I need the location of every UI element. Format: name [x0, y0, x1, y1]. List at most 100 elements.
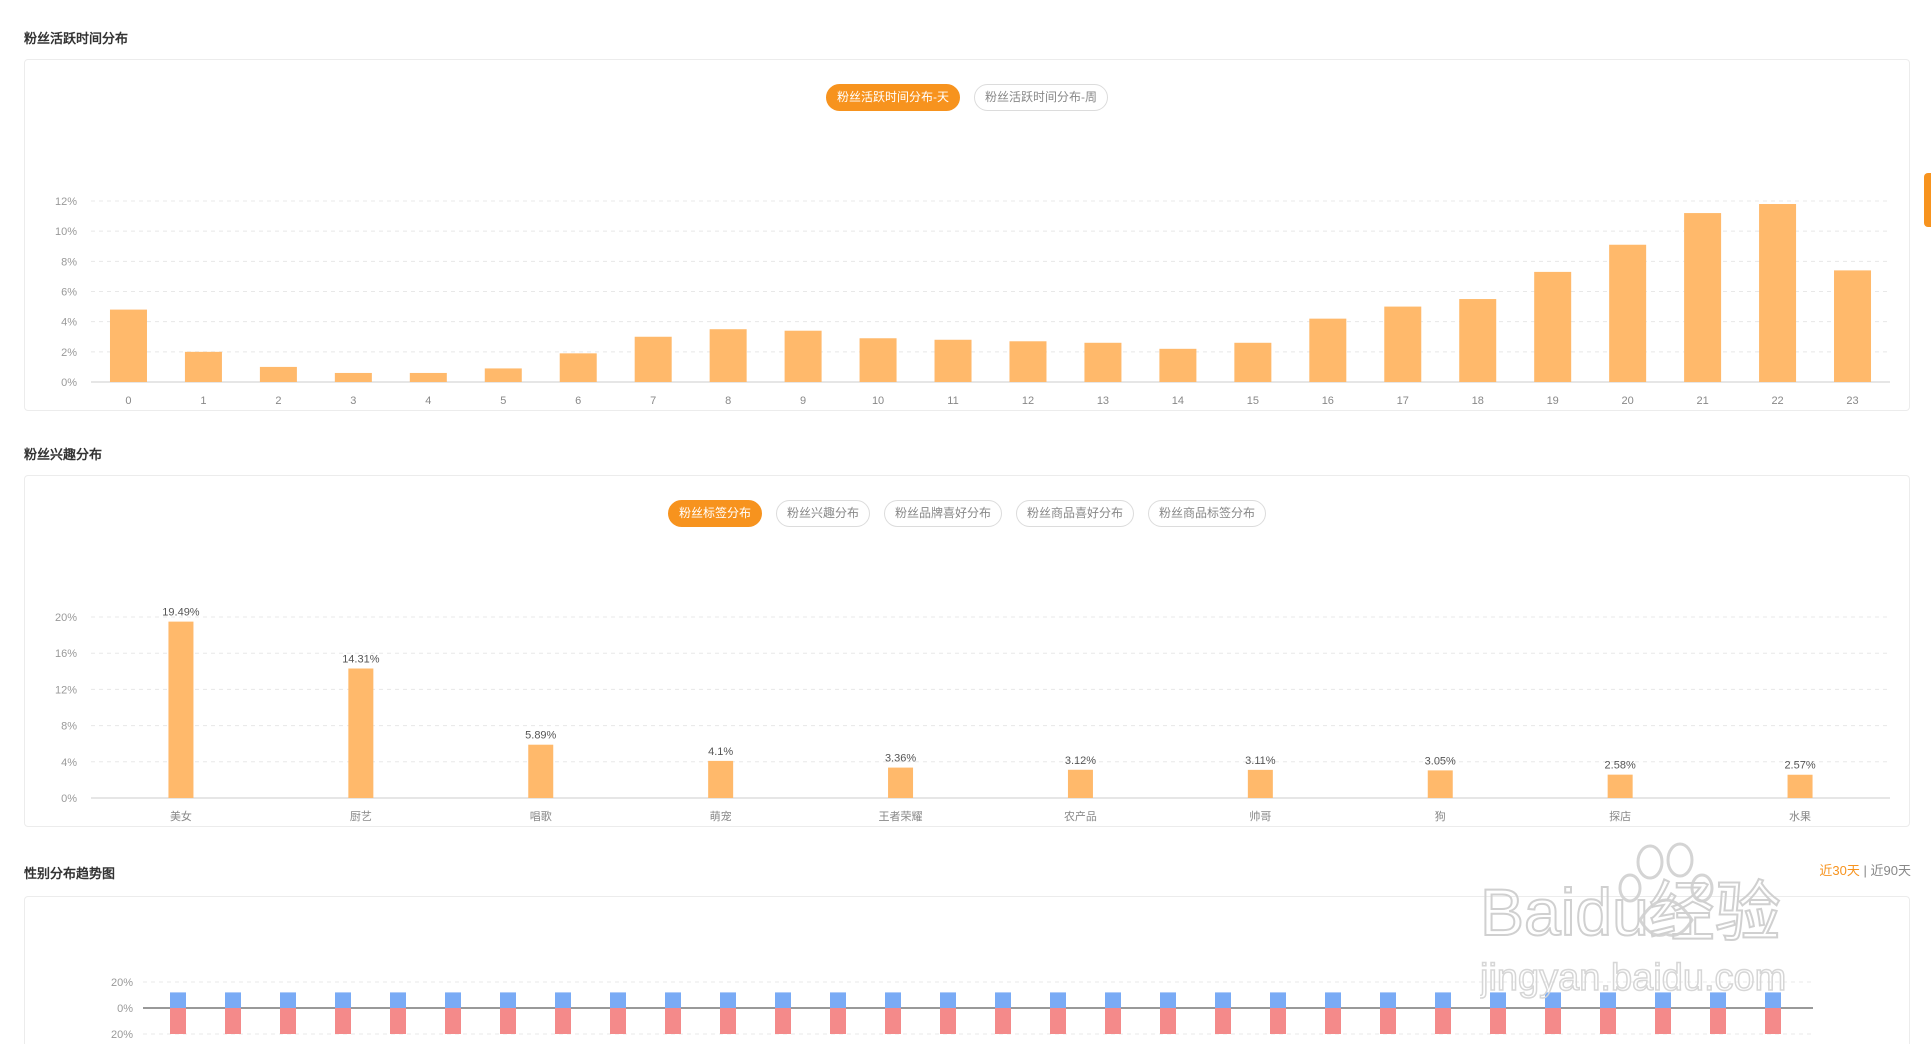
range-30-days[interactable]: 近30天 — [1819, 863, 1860, 878]
bar-female[interactable] — [445, 1008, 461, 1034]
bar-female[interactable] — [1600, 1008, 1616, 1034]
bar-male[interactable] — [1215, 992, 1231, 1008]
bar[interactable] — [1309, 318, 1347, 382]
bar[interactable] — [709, 329, 747, 382]
bar-female[interactable] — [940, 1008, 956, 1034]
bar[interactable] — [1009, 341, 1047, 382]
bar-female[interactable] — [1380, 1008, 1396, 1034]
bar-male[interactable] — [1600, 992, 1616, 1008]
bar-female[interactable] — [1765, 1008, 1781, 1034]
bar[interactable] — [409, 372, 447, 382]
bar[interactable] — [1684, 213, 1722, 382]
bar[interactable] — [109, 309, 147, 382]
bar-female[interactable] — [830, 1008, 846, 1034]
active-time-tab-1[interactable]: 粉丝活跃时间分布-周 — [974, 84, 1108, 111]
bar-female[interactable] — [1545, 1008, 1561, 1034]
bar[interactable] — [1067, 769, 1093, 798]
bar-female[interactable] — [1710, 1008, 1726, 1034]
bar-male[interactable] — [500, 992, 516, 1008]
bar-male[interactable] — [1765, 992, 1781, 1008]
bar-female[interactable] — [335, 1008, 351, 1034]
interest-tab-2[interactable]: 粉丝品牌喜好分布 — [883, 500, 1002, 527]
bar[interactable] — [708, 760, 734, 798]
interest-tab-4[interactable]: 粉丝商品标签分布 — [1148, 500, 1267, 527]
interest-tab-1[interactable]: 粉丝兴趣分布 — [775, 500, 870, 527]
bar[interactable] — [1159, 348, 1197, 382]
bar[interactable] — [859, 338, 897, 382]
bar-male[interactable] — [830, 992, 846, 1008]
bar-male[interactable] — [1490, 992, 1506, 1008]
bar-female[interactable] — [1325, 1008, 1341, 1034]
bar-female[interactable] — [1105, 1008, 1121, 1034]
bar-female[interactable] — [720, 1008, 736, 1034]
bar[interactable] — [934, 339, 972, 382]
bar[interactable] — [1834, 270, 1872, 382]
bar-female[interactable] — [1490, 1008, 1506, 1034]
bar[interactable] — [184, 351, 222, 382]
bar-male[interactable] — [775, 992, 791, 1008]
bar-female[interactable] — [1435, 1008, 1451, 1034]
bar[interactable] — [1247, 769, 1273, 798]
bar-female[interactable] — [775, 1008, 791, 1034]
bar-male[interactable] — [390, 992, 406, 1008]
bar[interactable] — [168, 621, 194, 798]
bar-male[interactable] — [720, 992, 736, 1008]
bar-male[interactable] — [1160, 992, 1176, 1008]
bar[interactable] — [1609, 244, 1647, 382]
bar-female[interactable] — [1215, 1008, 1231, 1034]
bar-female[interactable] — [610, 1008, 626, 1034]
bar-female[interactable] — [390, 1008, 406, 1034]
bar[interactable] — [1534, 271, 1572, 382]
bar-female[interactable] — [1655, 1008, 1671, 1034]
bar-female[interactable] — [885, 1008, 901, 1034]
bar-female[interactable] — [280, 1008, 296, 1034]
bar[interactable] — [334, 372, 372, 382]
bar-male[interactable] — [940, 992, 956, 1008]
bar-female[interactable] — [665, 1008, 681, 1034]
bar-female[interactable] — [1160, 1008, 1176, 1034]
active-time-tab-0[interactable]: 粉丝活跃时间分布-天 — [826, 84, 960, 111]
bar[interactable] — [1607, 774, 1633, 798]
bar-female[interactable] — [1270, 1008, 1286, 1034]
bar[interactable] — [484, 368, 522, 382]
bar[interactable] — [1234, 342, 1272, 382]
bar-male[interactable] — [995, 992, 1011, 1008]
bar-female[interactable] — [995, 1008, 1011, 1034]
bar-male[interactable] — [1050, 992, 1066, 1008]
bar-male[interactable] — [445, 992, 461, 1008]
bar-male[interactable] — [1655, 992, 1671, 1008]
bar-female[interactable] — [555, 1008, 571, 1034]
bar-male[interactable] — [1270, 992, 1286, 1008]
range-90-days[interactable]: 近90天 — [1870, 863, 1911, 878]
bar-female[interactable] — [225, 1008, 241, 1034]
bar-male[interactable] — [610, 992, 626, 1008]
interest-tab-0[interactable]: 粉丝标签分布 — [667, 500, 762, 527]
side-scroll-tab[interactable] — [1924, 173, 1931, 227]
bar[interactable] — [348, 668, 374, 798]
bar-male[interactable] — [885, 992, 901, 1008]
bar-male[interactable] — [170, 992, 186, 1008]
bar[interactable] — [1459, 299, 1497, 382]
bar-male[interactable] — [665, 992, 681, 1008]
bar[interactable] — [784, 330, 822, 382]
bar-male[interactable] — [335, 992, 351, 1008]
bar[interactable] — [1084, 342, 1122, 382]
bar-female[interactable] — [500, 1008, 516, 1034]
bar[interactable] — [1384, 306, 1422, 382]
bar[interactable] — [1427, 770, 1453, 798]
bar[interactable] — [888, 767, 914, 798]
bar[interactable] — [528, 744, 554, 798]
bar-male[interactable] — [1105, 992, 1121, 1008]
bar-male[interactable] — [1435, 992, 1451, 1008]
bar-male[interactable] — [225, 992, 241, 1008]
bar[interactable] — [634, 336, 672, 382]
bar-male[interactable] — [280, 992, 296, 1008]
bar[interactable] — [259, 366, 297, 382]
interest-tab-3[interactable]: 粉丝商品喜好分布 — [1016, 500, 1135, 527]
bar[interactable] — [1787, 774, 1813, 798]
bar-female[interactable] — [1050, 1008, 1066, 1034]
bar-male[interactable] — [1325, 992, 1341, 1008]
bar-male[interactable] — [1545, 992, 1561, 1008]
bar[interactable] — [559, 353, 597, 382]
bar-female[interactable] — [170, 1008, 186, 1034]
